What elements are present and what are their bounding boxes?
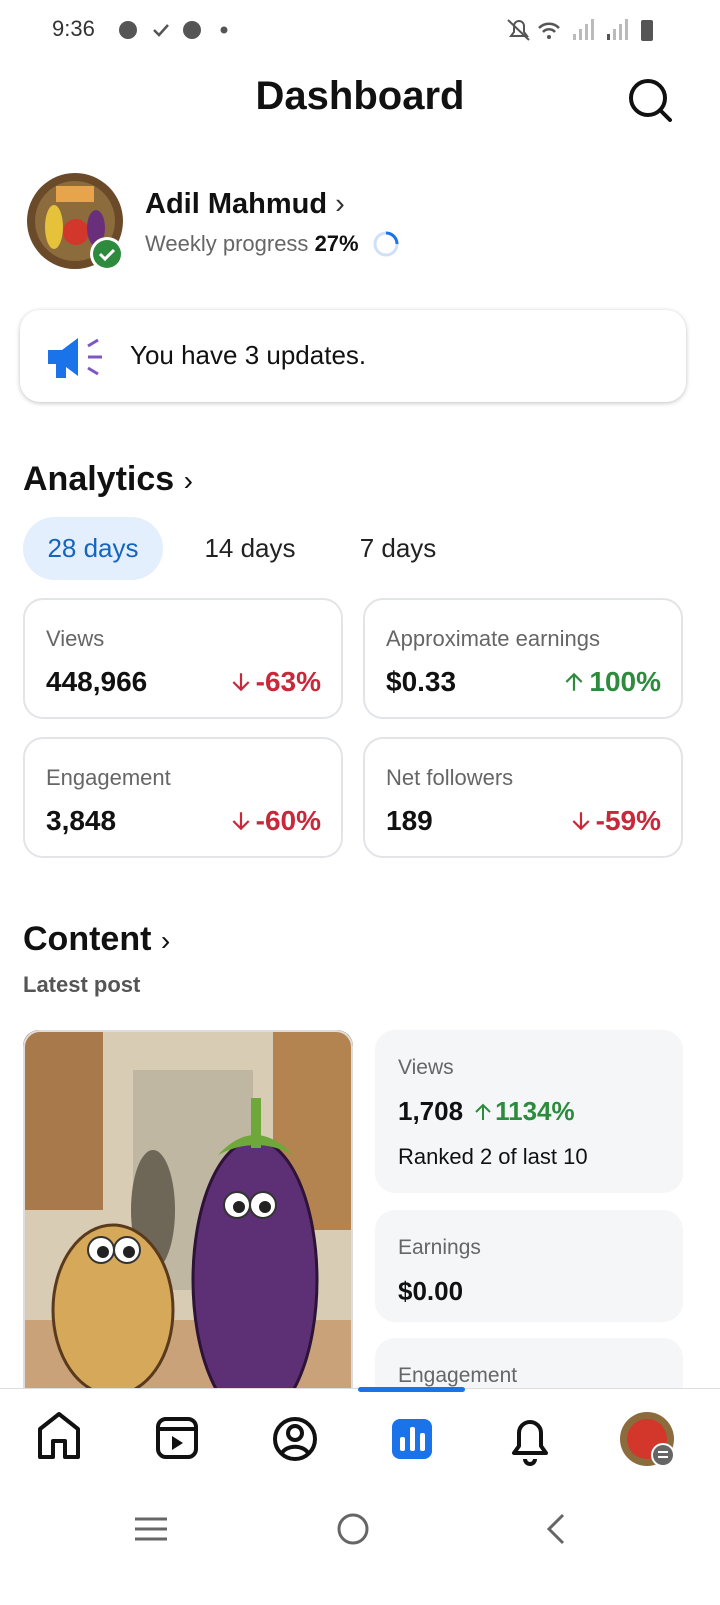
- metric-value: $0.33: [386, 666, 457, 697]
- period-tab[interactable]: 14 days: [204, 533, 296, 563]
- metric-label: Engagement: [46, 765, 171, 790]
- post-stat-row: 1,708 1134%: [398, 1096, 575, 1127]
- metric-change: -60%: [230, 805, 321, 837]
- content-heading[interactable]: Content ›: [23, 920, 171, 958]
- metric-value: 3,848: [46, 805, 117, 836]
- post-stat-label: Engagement: [398, 1364, 518, 1387]
- metric-value: 448,966: [46, 666, 148, 697]
- metric-label: Views: [46, 626, 105, 651]
- post-stat-label: Earnings: [398, 1236, 481, 1259]
- metric-change: -63%: [230, 666, 321, 698]
- trend-arrow: [232, 673, 250, 692]
- home-tab[interactable]: [38, 1412, 80, 1459]
- trend-arrow: [565, 672, 583, 691]
- period-tab[interactable]: 28 days: [23, 517, 163, 580]
- change-text: 1134%: [495, 1096, 575, 1126]
- megaphone-icon: [48, 338, 102, 378]
- search-button[interactable]: [626, 76, 674, 124]
- back-button[interactable]: [546, 1513, 565, 1545]
- trend-arrow: [475, 1103, 491, 1120]
- notification-icons: [119, 21, 228, 39]
- profile-name-text: Adil Mahmud: [145, 188, 328, 220]
- bottom-navigation: [0, 1387, 720, 1491]
- progress-ring: [373, 231, 399, 257]
- metric-label: Net followers: [386, 765, 514, 790]
- metric-card[interactable]: Views 448,966 -63%: [23, 598, 343, 719]
- progress-value: 27%: [314, 231, 359, 256]
- system-buttons: [135, 1513, 565, 1545]
- menu-tab[interactable]: [620, 1412, 675, 1467]
- metric-card[interactable]: Engagement 3,848 -60%: [23, 737, 343, 858]
- system-icons: [507, 19, 653, 41]
- post-stat-card[interactable]: Earnings $0.00: [375, 1210, 683, 1322]
- profile-avatar[interactable]: [26, 172, 128, 274]
- post-stat-note: Ranked 2 of last 10: [398, 1144, 588, 1169]
- profile-name[interactable]: Adil Mahmud ›: [145, 188, 345, 220]
- status-bar: 9:36: [0, 0, 720, 60]
- metric-value: 189: [386, 805, 433, 836]
- weekly-progress: Weekly progress 27%: [145, 231, 359, 257]
- updates-text: You have 3 updates.: [130, 340, 367, 370]
- notifications-tab[interactable]: [512, 1420, 548, 1466]
- metric-card[interactable]: Net followers 189 -59%: [363, 737, 683, 858]
- change-text: -59%: [595, 805, 661, 836]
- change-text: 100%: [589, 666, 661, 697]
- change-text: -60%: [255, 805, 321, 836]
- metric-change: 100%: [563, 666, 661, 698]
- system-navigation: [0, 1490, 720, 1600]
- trend-arrow: [572, 812, 590, 831]
- clock: 9:36: [52, 16, 95, 41]
- metric-label: Approximate earnings: [386, 626, 601, 651]
- analytics-title: Analytics: [23, 460, 175, 498]
- trend-arrow: [232, 812, 250, 831]
- reels-tab[interactable]: [156, 1417, 198, 1459]
- metric-card[interactable]: Approximate earnings $0.33 100%: [363, 598, 683, 719]
- nav-icons: [38, 1412, 675, 1467]
- recents-button[interactable]: [135, 1517, 167, 1541]
- post-stat-value: 1,708: [398, 1096, 464, 1126]
- content-subtitle: Latest post: [23, 972, 141, 997]
- home-button[interactable]: [337, 1513, 369, 1545]
- progress-label: Weekly progress: [145, 231, 309, 256]
- post-stat-value: $0.00: [398, 1276, 464, 1306]
- post-stat-row: $0.00: [398, 1276, 463, 1307]
- metric-change: -59%: [570, 805, 661, 837]
- active-tab-indicator: [358, 1387, 465, 1392]
- post-thumbnail[interactable]: [23, 1030, 353, 1388]
- profile-tab[interactable]: [273, 1417, 317, 1461]
- post-stat-change: 1134%: [473, 1096, 575, 1127]
- analytics-heading[interactable]: Analytics ›: [23, 460, 193, 498]
- dashboard-tab[interactable]: [392, 1419, 432, 1459]
- post-stat-label: Views: [398, 1056, 454, 1079]
- page-title: Dashboard: [255, 74, 465, 118]
- content-title: Content: [23, 920, 152, 958]
- change-text: -63%: [255, 666, 321, 697]
- post-stat-card[interactable]: Views 1,708 1134% Ranked 2 of last 10: [375, 1030, 683, 1193]
- period-tab[interactable]: 7 days: [359, 533, 437, 563]
- updates-banner[interactable]: You have 3 updates.: [20, 310, 686, 402]
